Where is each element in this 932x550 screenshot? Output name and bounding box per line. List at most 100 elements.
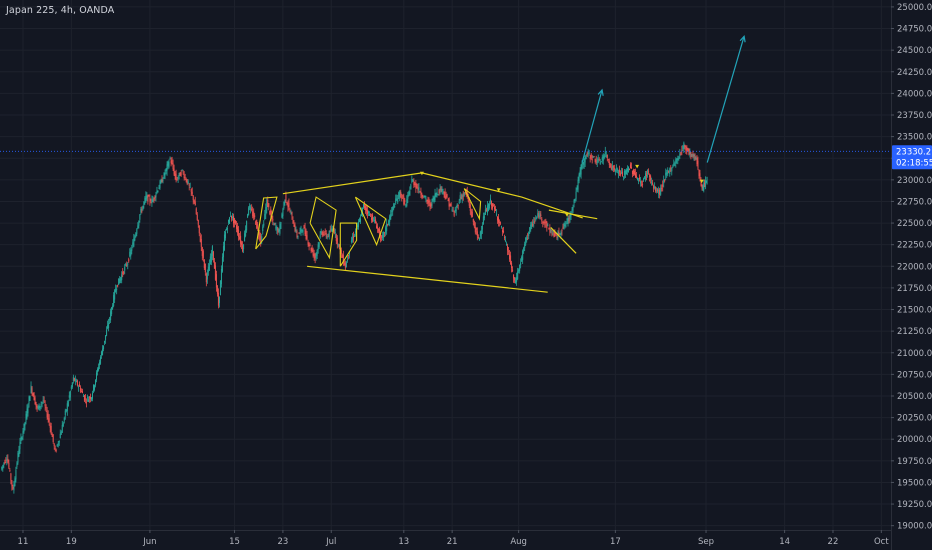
candle[interactable] (194, 196, 196, 206)
candle[interactable] (139, 213, 141, 223)
candle[interactable] (122, 268, 124, 278)
candle[interactable] (109, 316, 111, 325)
candle[interactable] (175, 169, 177, 183)
candle[interactable] (402, 194, 404, 200)
candle[interactable] (551, 229, 553, 237)
candle[interactable] (327, 233, 329, 238)
candle[interactable] (165, 168, 167, 175)
candle[interactable] (390, 209, 392, 220)
candle[interactable] (107, 320, 109, 330)
candle[interactable] (41, 401, 43, 408)
candle[interactable] (255, 220, 257, 225)
candle[interactable] (203, 258, 205, 270)
candle[interactable] (397, 194, 399, 205)
candle[interactable] (695, 156, 697, 161)
candle[interactable] (235, 219, 237, 225)
candle[interactable] (291, 211, 293, 220)
candle[interactable] (151, 195, 153, 207)
candle[interactable] (526, 235, 528, 243)
candle[interactable] (222, 241, 224, 262)
candle[interactable] (88, 395, 90, 403)
candle[interactable] (200, 234, 202, 252)
candle[interactable] (169, 156, 171, 160)
candle[interactable] (42, 396, 44, 404)
candle[interactable] (570, 211, 572, 221)
candle[interactable] (352, 231, 354, 243)
candle[interactable] (206, 269, 208, 284)
candle[interactable] (440, 185, 442, 193)
candle[interactable] (6, 454, 8, 466)
candle[interactable] (486, 201, 488, 216)
candle[interactable] (180, 170, 182, 177)
candle[interactable] (531, 221, 533, 230)
candle[interactable] (28, 395, 30, 408)
candle[interactable] (178, 172, 180, 180)
candle[interactable] (565, 221, 567, 228)
candle[interactable] (78, 381, 80, 387)
candle[interactable] (276, 225, 278, 234)
candle[interactable] (120, 276, 122, 284)
candle[interactable] (225, 227, 227, 231)
candle[interactable] (243, 243, 245, 254)
candle[interactable] (281, 212, 283, 219)
candle[interactable] (508, 246, 510, 255)
candle[interactable] (490, 200, 492, 210)
candle[interactable] (421, 192, 423, 200)
candle[interactable] (418, 182, 420, 194)
candle[interactable] (590, 152, 592, 160)
candle[interactable] (329, 225, 331, 233)
candle[interactable] (268, 203, 270, 211)
candle[interactable] (213, 258, 215, 269)
candle[interactable] (594, 158, 596, 164)
candle[interactable] (323, 231, 325, 237)
candle[interactable] (504, 234, 506, 241)
candle[interactable] (135, 232, 137, 238)
candle[interactable] (116, 285, 118, 295)
candle[interactable] (191, 187, 193, 197)
candle[interactable] (451, 206, 453, 212)
candle[interactable] (277, 227, 279, 236)
candle[interactable] (536, 216, 538, 220)
candle[interactable] (48, 414, 50, 426)
candle[interactable] (82, 393, 84, 397)
candle[interactable] (79, 385, 81, 394)
candle[interactable] (305, 228, 307, 241)
candle[interactable] (236, 220, 238, 233)
candle[interactable] (202, 249, 204, 262)
candle[interactable] (528, 231, 530, 240)
candle[interactable] (512, 266, 514, 273)
candle[interactable] (374, 216, 376, 224)
candle[interactable] (532, 219, 534, 227)
candle[interactable] (336, 235, 338, 249)
candle[interactable] (705, 180, 707, 183)
candle[interactable] (99, 359, 101, 370)
candle[interactable] (108, 318, 110, 332)
candle[interactable] (264, 209, 266, 221)
candle[interactable] (623, 168, 625, 179)
candle[interactable] (160, 178, 162, 184)
candle[interactable] (546, 221, 548, 232)
candle[interactable] (251, 204, 253, 212)
candle[interactable] (495, 209, 497, 217)
candle[interactable] (172, 159, 174, 171)
candle[interactable] (256, 219, 258, 230)
candle[interactable] (492, 203, 494, 207)
candle[interactable] (310, 247, 312, 254)
candle[interactable] (562, 223, 564, 229)
candle[interactable] (447, 197, 449, 202)
candle[interactable] (577, 176, 579, 193)
candle[interactable] (353, 233, 355, 237)
candle[interactable] (477, 234, 479, 239)
candle[interactable] (648, 168, 650, 175)
candle[interactable] (392, 206, 394, 216)
candle[interactable] (280, 221, 282, 230)
candle[interactable] (231, 215, 233, 222)
candle[interactable] (152, 195, 154, 203)
candle[interactable] (158, 184, 160, 190)
candle[interactable] (683, 141, 685, 153)
candle[interactable] (423, 195, 425, 198)
candle[interactable] (650, 174, 652, 184)
candle[interactable] (411, 175, 413, 184)
candle[interactable] (67, 399, 69, 407)
candle[interactable] (617, 169, 619, 179)
